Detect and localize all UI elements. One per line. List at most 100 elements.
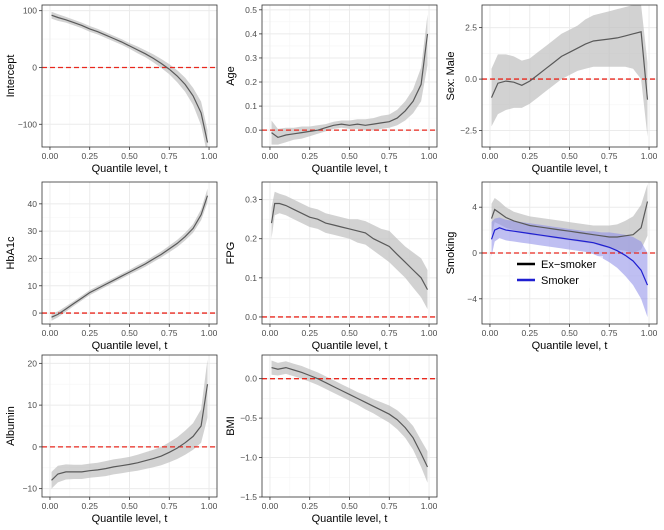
- confidence-band-intercept: [51, 11, 208, 147]
- series-line-fpg: [270, 202, 429, 290]
- x-tick-label: 0.00: [482, 151, 499, 161]
- series-line-smoker: [490, 227, 649, 286]
- y-tick-label: −1.0: [240, 453, 257, 463]
- confidence-band-sex-male: [491, 5, 648, 137]
- x-tick-label: 0.25: [301, 501, 318, 511]
- x-tick-label: 1.00: [641, 328, 658, 338]
- x-tick-label: 0.50: [561, 328, 578, 338]
- x-tick-label: 0.25: [81, 151, 98, 161]
- plot-area: [262, 191, 437, 318]
- y-tick-label: 20: [28, 358, 38, 368]
- series-line-bmi: [271, 366, 429, 468]
- confidence-band-albumin: [51, 359, 208, 489]
- y-tick-label: 0.5: [245, 5, 257, 15]
- y-tick-label: 0: [32, 308, 37, 318]
- panel-smoking: 0.00 0.25 0.50 0.75 1.00 −4 0 4 Quantile level, …: [445, 181, 658, 352]
- y-axis-title: Albumin: [5, 406, 17, 446]
- y-tick-label: 4: [472, 202, 477, 212]
- y-tick-label: 0.2: [245, 77, 257, 87]
- y-tick-label: 0.0: [245, 312, 257, 322]
- plot-area: [262, 14, 437, 145]
- y-tick-label: 0.0: [465, 74, 477, 84]
- y-tick-label: 0.1: [245, 273, 257, 283]
- panel-albumin: 0.00 0.25 0.50 0.75 1.00 −10 0 10 20 Quantile lev…: [5, 354, 218, 525]
- x-tick-label: 0.25: [521, 328, 538, 338]
- x-tick-label: 0.50: [341, 501, 358, 511]
- confidence-band-fpg: [271, 191, 428, 310]
- x-tick-label: 0.75: [161, 501, 178, 511]
- x-tick-label: 1.00: [201, 328, 218, 338]
- x-tick-label: 0.75: [601, 328, 618, 338]
- x-tick-label: 0.50: [561, 151, 578, 161]
- y-tick-label: 100: [23, 6, 37, 16]
- y-tick-label: 0.0: [245, 374, 257, 384]
- y-axis-title: Sex: Male: [445, 52, 457, 101]
- x-tick-label: 0.50: [341, 328, 358, 338]
- x-axis-title: Quantile level, t: [312, 163, 388, 175]
- plot-area: [42, 188, 217, 321]
- y-tick-label: −4: [467, 294, 477, 304]
- y-tick-label: 2.5: [465, 23, 477, 33]
- y-tick-label: 10: [28, 400, 38, 410]
- series-line-hba1c: [51, 195, 209, 318]
- y-tick-label: 0.0: [245, 125, 257, 135]
- confidence-band-age: [271, 14, 428, 145]
- y-tick-label: 0: [472, 248, 477, 258]
- x-axis-title: Quantile level, t: [312, 513, 388, 525]
- y-tick-label: −2.5: [460, 126, 477, 136]
- x-tick-label: 0.00: [42, 501, 59, 511]
- legend: Ex−smoker Smoker: [513, 256, 603, 288]
- x-axis-title: Quantile level, t: [312, 340, 388, 352]
- y-tick-label: 0.3: [245, 195, 257, 205]
- series-line-ex-smoker: [490, 201, 649, 238]
- plot-area: [42, 359, 217, 489]
- y-axis-title: BMI: [225, 416, 237, 436]
- x-tick-label: 0.00: [262, 151, 279, 161]
- y-axis-title: FPG: [225, 242, 237, 265]
- y-tick-label: 0: [32, 442, 37, 452]
- x-tick-label: 0.75: [161, 328, 178, 338]
- x-tick-label: 1.00: [641, 151, 658, 161]
- y-tick-label: −100: [18, 119, 37, 129]
- x-tick-label: 0.25: [81, 328, 98, 338]
- confidence-band-smoker: [491, 217, 648, 318]
- x-tick-label: 0.75: [161, 151, 178, 161]
- x-tick-label: 0.25: [81, 501, 98, 511]
- x-tick-label: 0.50: [121, 151, 138, 161]
- x-axis-title: Quantile level, t: [532, 340, 608, 352]
- y-tick-label: 0.2: [245, 234, 257, 244]
- y-tick-label: 0.4: [245, 29, 257, 39]
- y-tick-label: −1.5: [240, 492, 257, 502]
- x-axis-title: Quantile level, t: [92, 163, 168, 175]
- confidence-band-bmi: [271, 360, 428, 483]
- x-tick-label: 0.00: [262, 501, 279, 511]
- x-tick-label: 0.75: [381, 151, 398, 161]
- y-tick-label: 10: [28, 281, 38, 291]
- plot-area: [42, 11, 217, 147]
- x-tick-label: 0.00: [42, 328, 59, 338]
- panel-sex-male: 0.00 0.25 0.50 0.75 1.00 −2.5 0.0 2.5 Quantile l…: [445, 4, 658, 175]
- panel-intercept: 0.00 0.25 0.50 0.75 1.00 −100 0 100 Quantile lev…: [5, 4, 218, 175]
- plot-area: [482, 5, 657, 137]
- x-tick-label: 1.00: [421, 328, 438, 338]
- x-axis-title: Quantile level, t: [92, 513, 168, 525]
- x-tick-label: 0.25: [521, 151, 538, 161]
- panel-bmi: 0.00 0.25 0.50 0.75 1.00 −1.5 −1.0 −0.5 0.0 Quant…: [225, 354, 438, 525]
- x-tick-label: 0.00: [262, 328, 279, 338]
- series-line-sex-male: [490, 31, 649, 100]
- y-tick-label: 30: [28, 226, 38, 236]
- series-line-intercept: [51, 14, 209, 143]
- y-tick-label: −0.5: [240, 413, 257, 423]
- y-axis-title: HbA1c: [5, 236, 17, 270]
- x-tick-label: 0.75: [381, 328, 398, 338]
- y-tick-label: 0: [32, 62, 37, 72]
- x-tick-label: 0.50: [121, 328, 138, 338]
- x-tick-label: 1.00: [201, 501, 218, 511]
- panel-hba1c: 0.00 0.25 0.50 0.75 1.00 0 10 20 30 40 Quantile le…: [5, 181, 218, 352]
- y-tick-label: 40: [28, 199, 38, 209]
- y-tick-label: −10: [23, 484, 38, 494]
- x-axis-title: Quantile level, t: [532, 163, 608, 175]
- x-tick-label: 1.00: [201, 151, 218, 161]
- y-tick-label: 0.1: [245, 101, 257, 111]
